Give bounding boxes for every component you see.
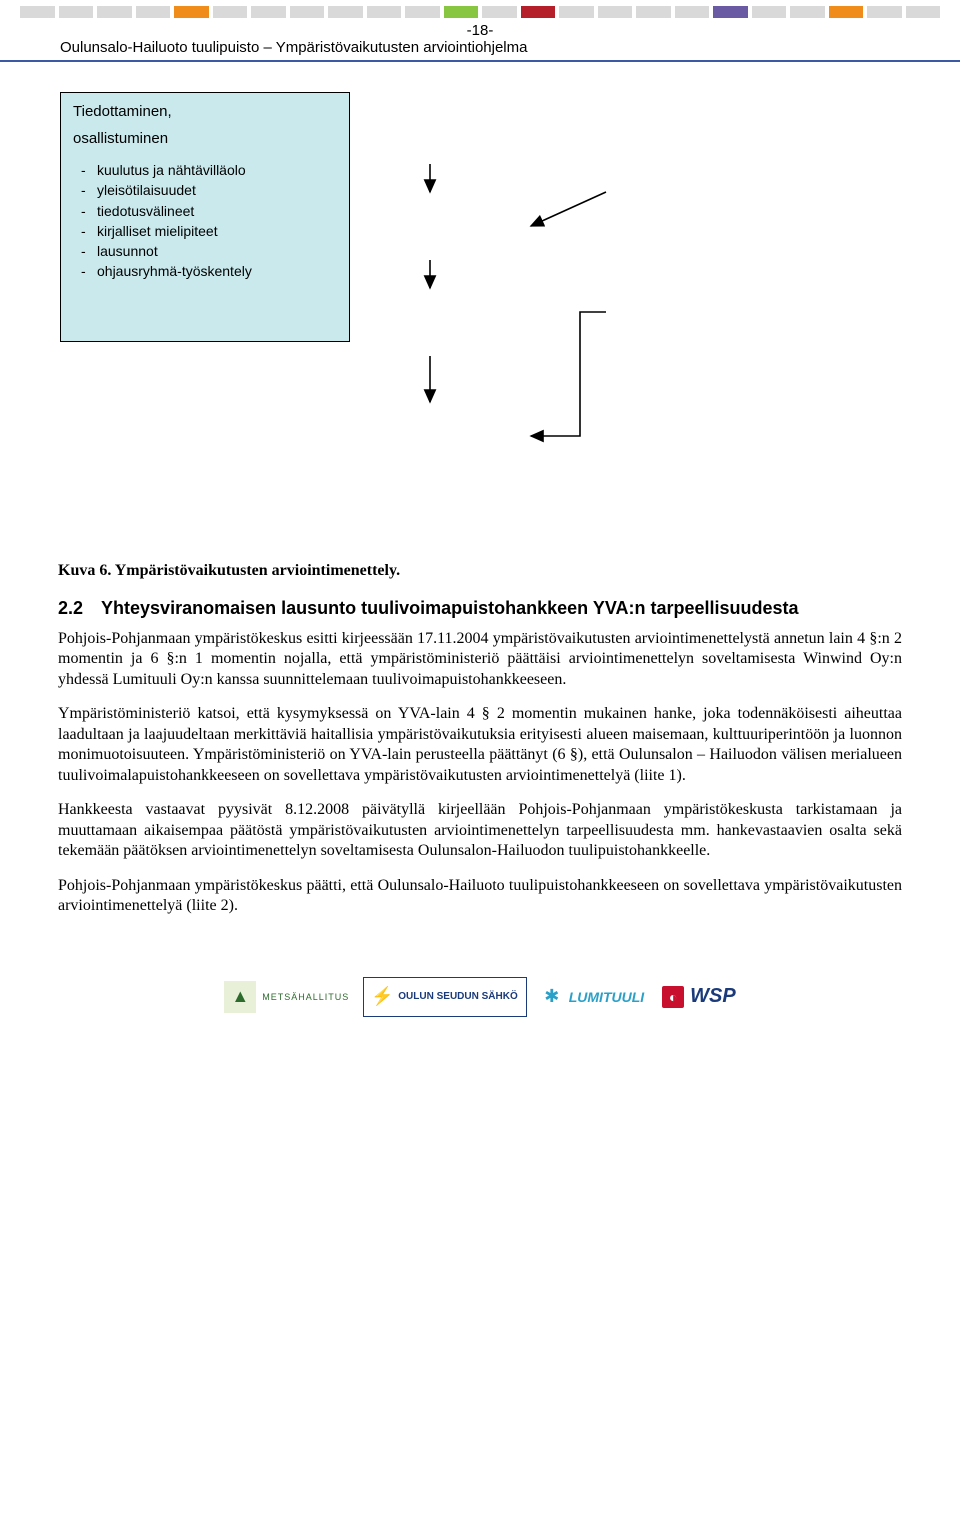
figure-caption: Kuva 6. Ympäristövaikutusten arviointime…	[58, 562, 902, 580]
colorbar-swatch	[20, 6, 55, 18]
list-item: yleisötilaisuudet	[97, 180, 252, 200]
box-label: Tiedottaminen,	[73, 101, 172, 124]
list-item: ohjausryhmä-työskentely	[97, 261, 252, 281]
colorbar-swatch	[636, 6, 671, 18]
list-item: kirjalliset mielipiteet	[97, 221, 252, 241]
colorbar-swatch	[482, 6, 517, 18]
colorbar-swatch	[598, 6, 633, 18]
tree-icon: ▲	[224, 981, 256, 1013]
colorbar-swatch	[675, 6, 710, 18]
logo-label: OULUN SEUDUN SÄHKÖ	[398, 992, 517, 1002]
logo-label: WSP	[690, 985, 736, 1008]
list-item: lausunnot	[97, 241, 252, 261]
list-item: kuulutus ja nähtävilläolo	[97, 160, 252, 180]
tiedottaminen-list: kuulutus ja nähtävilläoloyleisötilaisuud…	[73, 160, 252, 282]
colorbar-swatch	[136, 6, 171, 18]
box-tiedottaminen: Tiedottaminen, osallistuminen kuulutus j…	[60, 92, 350, 342]
colorbar-swatch	[213, 6, 248, 18]
paragraph: Hankkeesta vastaavat pyysivät 8.12.2008 …	[58, 800, 902, 861]
flowchart: Arviointiohjelma Selvitykset, arviointi …	[60, 92, 900, 552]
colorbar-swatch	[906, 6, 941, 18]
section-heading: 2.2 Yhteysviranomaisen lausunto tuulivoi…	[58, 598, 902, 619]
globe-icon: ◐	[662, 986, 684, 1008]
page-header: -18- Oulunsalo-Hailuoto tuulipuisto – Ym…	[0, 22, 960, 62]
doc-title: Oulunsalo-Hailuoto tuulipuisto – Ympäris…	[60, 39, 900, 56]
section-number: 2.2	[58, 598, 83, 619]
box-label: osallistuminen	[73, 128, 168, 151]
logo-wsp: ◐ WSP	[658, 983, 740, 1010]
colorbar-swatch	[867, 6, 902, 18]
colorbar-swatch	[829, 6, 864, 18]
logo-oulun: ⚡ OULUN SEUDUN SÄHKÖ	[363, 977, 526, 1017]
colorbar-swatch	[251, 6, 286, 18]
wind-icon: ✱	[541, 981, 563, 1013]
logo-label: LUMITUULI	[569, 989, 644, 1005]
colorbar-swatch	[790, 6, 825, 18]
colorbar-swatch	[367, 6, 402, 18]
logo-lumituuli: ✱ LUMITUULI	[537, 979, 648, 1015]
colorbar-swatch	[521, 6, 556, 18]
logo-label: METSÄHALLITUS	[262, 992, 349, 1002]
colorbar-swatch	[328, 6, 363, 18]
colorbar-swatch	[752, 6, 787, 18]
footer-logos: ▲ METSÄHALLITUS ⚡ OULUN SEUDUN SÄHKÖ ✱ L…	[0, 977, 960, 1017]
paragraph: Ympäristöministeriö katsoi, että kysymyk…	[58, 704, 902, 786]
colorbar-swatch	[59, 6, 94, 18]
colorbar-swatch	[290, 6, 325, 18]
flash-icon: ⚡	[372, 981, 392, 1013]
logo-metsahallitus: ▲ METSÄHALLITUS	[220, 979, 353, 1015]
top-colorbar	[0, 0, 960, 22]
colorbar-swatch	[97, 6, 132, 18]
colorbar-swatch	[713, 6, 748, 18]
colorbar-swatch	[444, 6, 479, 18]
colorbar-swatch	[559, 6, 594, 18]
paragraph: Pohjois-Pohjanmaan ympäristökeskus esitt…	[58, 629, 902, 690]
colorbar-swatch	[174, 6, 209, 18]
colorbar-swatch	[405, 6, 440, 18]
page-number: -18-	[60, 22, 900, 39]
section-title: Yhteysviranomaisen lausunto tuulivoimapu…	[101, 598, 902, 619]
list-item: tiedotusvälineet	[97, 201, 252, 221]
paragraph: Pohjois-Pohjanmaan ympäristökeskus päätt…	[58, 876, 902, 917]
